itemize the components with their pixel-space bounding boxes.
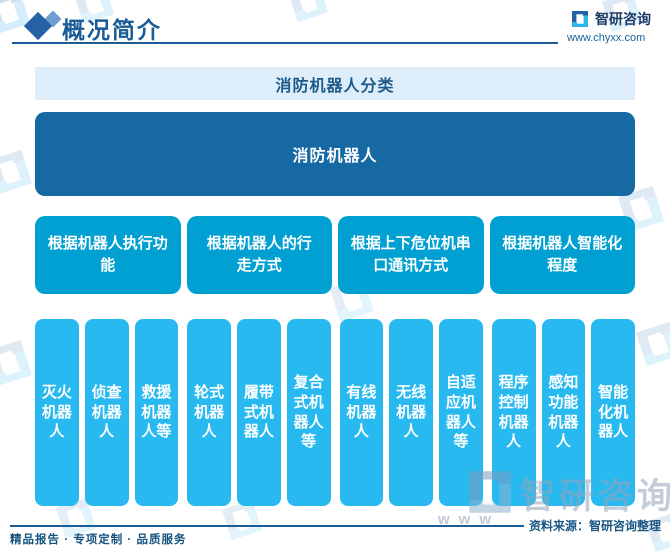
brand-logo-icon (570, 9, 590, 29)
leaf-label: 救援 机器 人等 (141, 383, 172, 441)
source-row: 资料来源：智研咨询整理 (10, 517, 661, 534)
leaf-node-3-1: 有线 机器 人 (339, 319, 384, 506)
footer-divider (10, 524, 524, 527)
leaf-group-intelligence: 程序 控制 机器 人 感知 功能 机器 人 智能 化机 器人 (491, 319, 635, 506)
category-label: 根据上下危位机串 口通讯方式 (350, 234, 471, 275)
leaf-label: 智能 化机 器人 (598, 383, 629, 441)
leaf-node-2-1: 轮式 机器 人 (187, 319, 231, 506)
brand-website: www.chyxx.com (567, 32, 646, 44)
watermark-www-text: www (438, 511, 501, 528)
watermark-brand-block: 智研咨询 www (436, 464, 670, 536)
category-label: 根据机器人智能化 程度 (502, 234, 623, 275)
leaf-label: 灭火 机器 人 (41, 383, 72, 441)
category-row: 根据机器人执行功 能 根据机器人的行 走方式 根据上下危位机串 口通讯方式 根据… (35, 216, 635, 294)
root-node: 消防机器人 (35, 112, 635, 196)
category-node-locomotion: 根据机器人的行 走方式 (186, 216, 332, 294)
footer-tagline: 精品报告 · 专项定制 · 品质服务 (10, 534, 187, 546)
watermark-logo-icon (630, 316, 670, 371)
leaf-node-4-2: 感知 功能 机器 人 (541, 319, 586, 506)
watermark-logo-icon (0, 334, 38, 392)
leaf-label: 程序 控制 机器 人 (498, 373, 529, 451)
watermark-logo-icon (0, 144, 38, 199)
leaf-group-function: 灭火 机器 人 侦查 机器 人 救援 机器 人等 (35, 319, 179, 506)
category-node-function: 根据机器人执行功 能 (35, 216, 181, 294)
leaf-row: 灭火 机器 人 侦查 机器 人 救援 机器 人等 轮式 机器 人 履带 式机 器… (35, 319, 635, 506)
header-divider (12, 42, 558, 44)
leaf-node-2-2: 履带 式机 器人 (237, 319, 281, 506)
section-title: 概况简介 (62, 17, 162, 43)
category-label: 根据机器人的行 走方式 (206, 234, 312, 275)
leaf-label: 复合 式机 器人 等 (293, 373, 324, 451)
category-label: 根据机器人执行功 能 (47, 234, 168, 275)
leaf-node-1-1: 灭火 机器 人 (35, 319, 79, 506)
leaf-label: 轮式 机器 人 (194, 383, 225, 441)
leaf-group-communication: 有线 机器 人 无线 机器 人 自适 应机 器人 等 (339, 319, 483, 506)
leaf-node-2-3: 复合 式机 器人 等 (286, 319, 331, 506)
chart-title: 消防机器人分类 (275, 77, 395, 95)
brand-name: 智研咨询 (595, 11, 651, 27)
leaf-label: 无线 机器 人 (396, 383, 427, 441)
chart-title-bar: 消防机器人分类 (35, 67, 635, 100)
leaf-label: 侦查 机器 人 (91, 383, 122, 441)
category-node-intelligence: 根据机器人智能化 程度 (489, 216, 635, 294)
brand-block: 智研咨询 www.chyxx.com (567, 9, 666, 44)
root-node-label: 消防机器人 (292, 148, 378, 165)
leaf-label: 履带 式机 器人 (243, 383, 274, 441)
watermark-logo-icon (283, 0, 333, 27)
source-text: 资料来源：智研咨询整理 (528, 519, 661, 533)
leaf-node-3-2: 无线 机器 人 (389, 319, 433, 506)
leaf-label: 有线 机器 人 (346, 383, 377, 441)
category-node-communication: 根据上下危位机串 口通讯方式 (338, 216, 484, 294)
leaf-node-1-2: 侦查 机器 人 (84, 319, 129, 506)
leaf-node-4-3: 智能 化机 器人 (591, 319, 635, 506)
watermark-brand-text: 智研咨询 (520, 477, 670, 516)
leaf-label: 感知 功能 机器 人 (548, 373, 579, 451)
leaf-group-locomotion: 轮式 机器 人 履带 式机 器人 复合 式机 器人 等 (187, 319, 331, 506)
leaf-label: 自适 应机 器人 等 (445, 373, 476, 451)
leaf-node-1-3: 救援 机器 人等 (134, 319, 179, 506)
section-diamond-icon (23, 10, 66, 43)
